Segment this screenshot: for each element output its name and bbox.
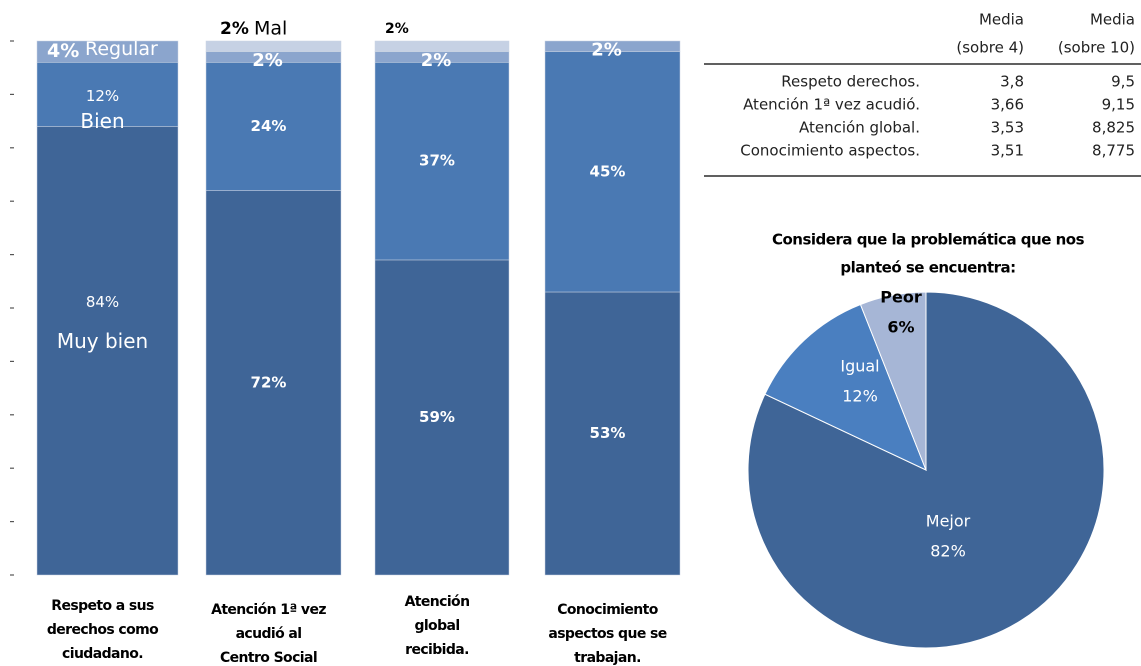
pie-slice bbox=[859, 291, 927, 471]
table-row-label: Respeto derechos. bbox=[781, 73, 920, 91]
value-label: 72% bbox=[251, 373, 287, 391]
table-cell: 3,53 bbox=[991, 119, 1024, 137]
value-label: 2% bbox=[385, 21, 409, 37]
x-tick-label-line: global bbox=[414, 618, 459, 634]
x-tick-label-line: recibida. bbox=[405, 642, 469, 658]
bar-segment bbox=[374, 62, 510, 261]
bar-segment bbox=[544, 51, 681, 293]
value-label: 37% bbox=[419, 152, 455, 170]
table-header: (sobre 4) bbox=[956, 39, 1024, 57]
pie-value-label: 12% bbox=[842, 387, 878, 406]
table-row-label: Conocimiento aspectos. bbox=[740, 142, 920, 160]
x-tick-label-line: Respeto a sus bbox=[51, 598, 154, 614]
bar-segment bbox=[36, 40, 179, 63]
bar-segment bbox=[36, 62, 179, 127]
bar-segment bbox=[544, 40, 681, 52]
x-tick-label-line: trabajan. bbox=[574, 650, 641, 666]
value-label: 2% bbox=[421, 50, 452, 71]
value-label: 45% bbox=[590, 162, 626, 180]
pie-slice bbox=[747, 291, 1105, 649]
bar-segment bbox=[36, 126, 179, 576]
pie-title: Considera que la problemática que nos bbox=[772, 231, 1085, 249]
pie-slice bbox=[764, 303, 927, 471]
value-label: 2% bbox=[591, 39, 622, 60]
value-label: 24% bbox=[251, 117, 287, 135]
pie-value-label: 6% bbox=[887, 318, 914, 337]
value-label: 4% bbox=[47, 40, 79, 62]
table-cell: 3,8 bbox=[1000, 73, 1024, 91]
table-cell: 3,51 bbox=[991, 142, 1024, 160]
series-name: Mal bbox=[254, 18, 287, 40]
value-label: 12% bbox=[86, 87, 119, 105]
series-name: Bien bbox=[80, 109, 124, 133]
pie-label: Igual bbox=[840, 357, 879, 376]
x-tick-label-line: aspectos que se bbox=[548, 626, 666, 642]
x-tick-label-line: derechos como bbox=[47, 622, 159, 638]
pie-label: Peor bbox=[880, 288, 922, 307]
x-tick-label: Atención 1ª vez acudió al Centro Social bbox=[211, 602, 326, 666]
x-tick-label-line: Atención 1ª vez bbox=[211, 602, 326, 618]
pie-title: planteó se encuentra: bbox=[840, 259, 1015, 277]
table-cell: 9,15 bbox=[1102, 96, 1135, 114]
x-tick-label-line: acudió al bbox=[236, 626, 302, 642]
value-label: 84% bbox=[86, 293, 119, 311]
x-tick-label-line: Atención bbox=[405, 594, 470, 610]
bar-segment bbox=[544, 291, 681, 576]
bar-segment bbox=[205, 40, 342, 52]
series-name: Muy bien bbox=[57, 329, 148, 353]
bar-segment bbox=[374, 40, 510, 52]
bar-segment bbox=[205, 190, 342, 576]
table-header: Media bbox=[1090, 11, 1135, 29]
pie-value-label: 82% bbox=[930, 542, 966, 561]
x-tick-label-line: ciudadano. bbox=[62, 646, 143, 662]
x-tick-label: Respeto a sus derechos como ciudadano. bbox=[47, 598, 159, 662]
x-tick-label-line: Conocimiento bbox=[557, 602, 659, 618]
table-header: (sobre 10) bbox=[1058, 39, 1135, 57]
table-cell: 8,775 bbox=[1092, 142, 1135, 160]
table-row-label: Atención global. bbox=[799, 119, 920, 137]
series-name: Regular bbox=[85, 38, 158, 60]
x-tick-label-line: Centro Social bbox=[220, 650, 317, 666]
table-cell: 8,825 bbox=[1092, 119, 1135, 137]
value-label: 53% bbox=[590, 424, 626, 442]
value-label: 59% bbox=[419, 408, 455, 426]
table-header: Media bbox=[979, 11, 1024, 29]
bar-segment bbox=[205, 62, 342, 191]
table-cell: 3,66 bbox=[991, 96, 1024, 114]
x-tick-label: Conocimiento aspectos que se trabajan. bbox=[548, 602, 666, 666]
x-tick-label: Atención global recibida. bbox=[405, 594, 470, 658]
pie-label: Mejor bbox=[926, 512, 971, 531]
table-row-label: Atención 1ª vez acudió. bbox=[743, 96, 920, 114]
value-label: 2% bbox=[252, 50, 283, 71]
table-cell: 9,5 bbox=[1111, 73, 1135, 91]
value-label: 2% bbox=[220, 19, 249, 39]
